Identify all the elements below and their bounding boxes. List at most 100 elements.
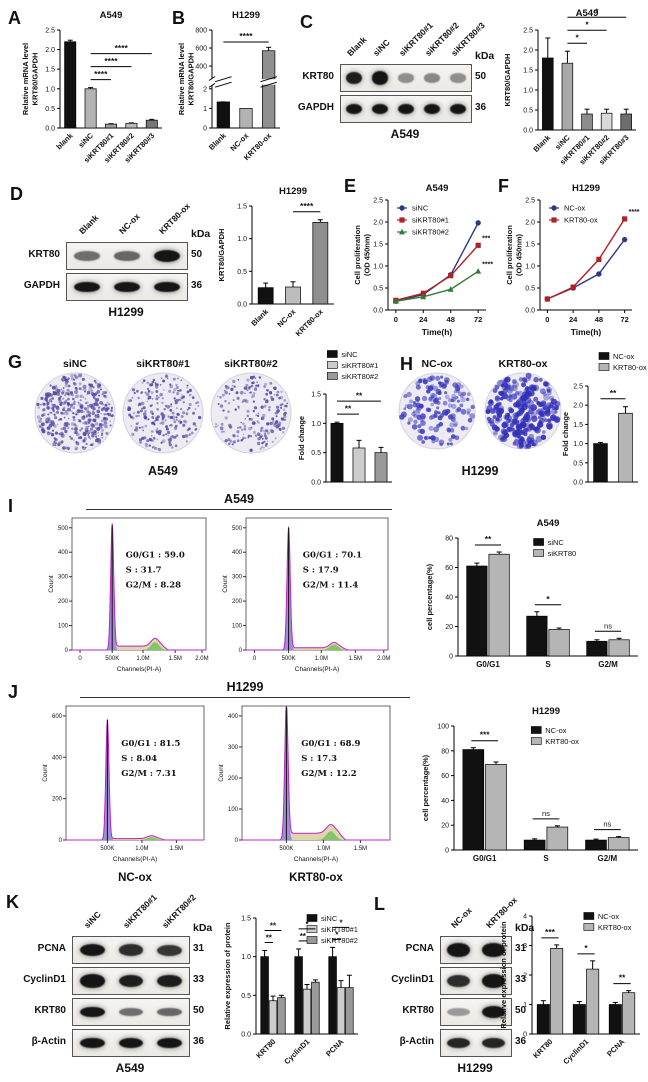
svg-text:siKRT80#1: siKRT80#1 [341, 361, 378, 370]
svg-text:Time(h): Time(h) [571, 327, 602, 337]
svg-text:500: 500 [58, 526, 69, 532]
svg-text:200: 200 [228, 776, 239, 782]
svg-text:0.5: 0.5 [373, 286, 383, 293]
svg-text:NC-ox: NC-ox [564, 204, 586, 213]
panel-label-l: L [374, 894, 385, 914]
svg-text:400: 400 [232, 550, 243, 556]
svg-text:H1299: H1299 [572, 183, 600, 194]
svg-text:KRT80-ox: KRT80-ox [613, 363, 647, 372]
svg-text:**: ** [270, 921, 277, 930]
svg-text:A549: A549 [537, 518, 560, 529]
svg-text:****: **** [115, 43, 129, 53]
svg-text:****: **** [239, 31, 253, 41]
svg-text:2.0M: 2.0M [195, 656, 208, 662]
flow-histogram-h1299-ncox: 0 200 400 600 500K 1.0M 1.5M G0/G1 : 81.5 S : 8.… [38, 700, 210, 886]
svg-text:**: ** [356, 391, 363, 401]
svg-text:1.5: 1.5 [573, 422, 583, 429]
svg-text:1.5: 1.5 [311, 392, 321, 399]
svg-text:300: 300 [228, 745, 239, 751]
svg-text:20: 20 [445, 624, 453, 631]
svg-text:500K: 500K [282, 656, 296, 662]
svg-text:siKRT80: siKRT80 [548, 549, 577, 558]
svg-text:Count: Count [222, 575, 229, 593]
svg-text:2.0: 2.0 [45, 47, 55, 54]
svg-text:KRT80-ox: KRT80-ox [598, 923, 632, 932]
line-chart-a549-proliferation: 0.0 0.5 1.0 1.5 2.0 2.5 0 24 48 72 Time(h) *** **** s… [352, 180, 500, 344]
svg-text:siNC: siNC [548, 538, 565, 547]
svg-text:KRT80/GAPDH: KRT80/GAPDH [187, 53, 196, 106]
svg-text:**: ** [610, 388, 617, 398]
svg-text:Count: Count [218, 764, 225, 782]
flow-histogram-a549-sikrt80: 0 100 200 300 400 500 0 500K 1.0M 1.5M 2.0M G0/G1 :… [218, 512, 394, 680]
svg-text:1.0M: 1.0M [317, 846, 330, 852]
svg-text:500K: 500K [100, 846, 114, 852]
svg-text:300: 300 [58, 575, 69, 581]
panel-label-j: J [8, 682, 19, 702]
western-blot-h1299-krt80: Blank NC-ox KRT80-ox kDa KRT80 50 GAPDH 36 H1299 [23, 200, 211, 319]
svg-text:A549: A549 [426, 183, 449, 194]
svg-text:0: 0 [523, 1032, 527, 1039]
svg-text:**: ** [300, 932, 307, 941]
svg-text:1: 1 [203, 106, 207, 113]
svg-text:siKRT80#2: siKRT80#2 [321, 936, 358, 945]
svg-text:****: **** [104, 56, 118, 66]
svg-text:0.5: 0.5 [45, 106, 55, 113]
svg-text:****: **** [94, 69, 108, 79]
svg-text:2: 2 [203, 86, 207, 93]
colony-dish-image [209, 371, 293, 455]
svg-text:Time(h): Time(h) [422, 327, 453, 337]
western-blot-a549-markers: siNC siKRT80#1 siKRT80#2 kDa PCNA 31 CyclinD1 3… [23, 892, 213, 1075]
svg-text:siKRT80#1: siKRT80#1 [412, 216, 449, 225]
colony-dish-krt80-ox: KRT80-ox [482, 358, 564, 451]
svg-text:200: 200 [58, 599, 69, 605]
panel-label-d: D [10, 184, 23, 204]
svg-text:0.5: 0.5 [241, 993, 251, 1000]
svg-text:KRT80/GAPDH: KRT80/GAPDH [503, 54, 512, 107]
svg-text:Channels(PI-A): Channels(PI-A) [294, 856, 338, 863]
svg-text:**: ** [266, 933, 273, 942]
dish-label: siKRT80#1 [136, 358, 190, 370]
svg-text:S: S [543, 854, 549, 863]
svg-text:Blank: Blank [249, 306, 270, 327]
svg-text:S: S [545, 660, 551, 669]
svg-text:*: * [595, 7, 599, 17]
svg-text:80: 80 [445, 536, 453, 543]
svg-text:0.0: 0.0 [523, 128, 533, 135]
svg-text:H1299: H1299 [232, 10, 260, 21]
svg-text:NC-ox: NC-ox [545, 726, 567, 735]
svg-text:1.5: 1.5 [241, 916, 251, 923]
svg-text:***: *** [482, 235, 490, 242]
svg-text:***: *** [480, 730, 491, 740]
svg-text:1.5: 1.5 [373, 242, 383, 249]
cellline-label-h: H1299 [461, 464, 499, 478]
svg-text:G0/G1: G0/G1 [476, 660, 500, 669]
svg-text:KRT80-ox: KRT80-ox [289, 872, 343, 884]
svg-text:**: ** [619, 973, 626, 983]
svg-text:0: 0 [449, 654, 453, 661]
svg-text:**: ** [345, 404, 352, 414]
svg-text:100: 100 [232, 624, 243, 630]
panel-label-a: A [8, 8, 21, 28]
svg-text:0.0: 0.0 [241, 1032, 251, 1039]
svg-text:2: 2 [523, 973, 527, 980]
svg-text:KRT80/GAPDH: KRT80/GAPDH [217, 229, 226, 282]
svg-text:400: 400 [228, 714, 239, 720]
svg-text:Channels(PI-A): Channels(PI-A) [113, 856, 157, 863]
svg-text:2.0: 2.0 [573, 403, 583, 410]
flow-histogram-h1299-krt80ox: 0 100 200 300 400 500K 1.0M 1.5M G0/G1 : 68.9 S :… [214, 700, 396, 886]
svg-text:S : 8.04: S : 8.04 [121, 754, 157, 764]
svg-text:S : 31.7: S : 31.7 [126, 566, 162, 576]
flow-title-a549: A549 [86, 492, 392, 510]
svg-text:siNC: siNC [341, 350, 358, 359]
panel-label-k: K [6, 892, 19, 912]
svg-text:1.0: 1.0 [45, 86, 55, 93]
svg-text:G0/G1: G0/G1 [473, 854, 497, 863]
svg-text:2.5: 2.5 [373, 198, 383, 205]
svg-text:2.5: 2.5 [525, 198, 535, 205]
svg-text:*: * [305, 920, 309, 929]
svg-text:1.5M: 1.5M [349, 656, 362, 662]
svg-text:0: 0 [59, 838, 63, 844]
svg-text:800: 800 [195, 28, 207, 35]
svg-text:PCNA: PCNA [324, 1037, 346, 1059]
